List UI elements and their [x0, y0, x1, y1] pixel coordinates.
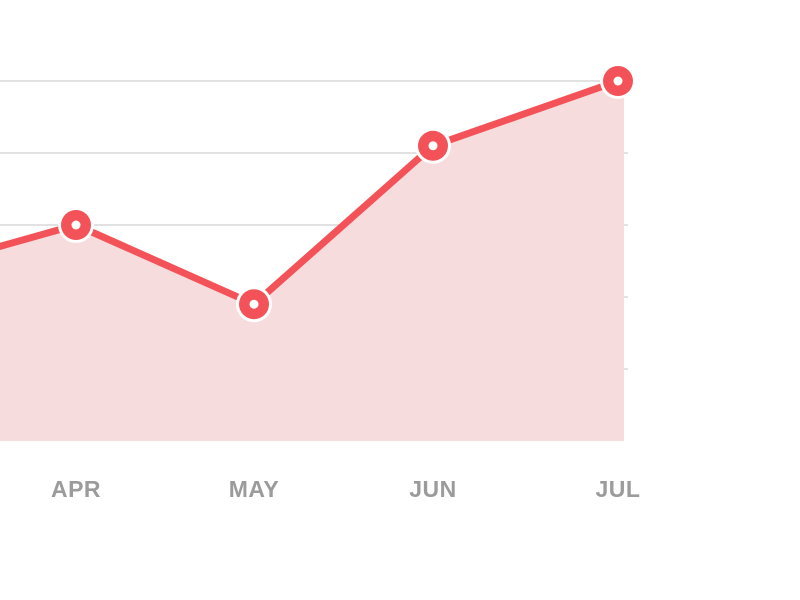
x-tick-label: JUN	[409, 476, 457, 502]
marker-layer	[58, 63, 636, 323]
x-tick-label: MAY	[229, 476, 280, 502]
x-tick-label: JUL	[596, 476, 641, 502]
marker-center-dot	[613, 76, 623, 86]
x-axis-labels: APR MAY JUN JUL	[51, 476, 641, 502]
area-layer	[0, 81, 624, 441]
data-point-marker[interactable]	[600, 63, 636, 99]
data-point-marker[interactable]	[415, 127, 451, 164]
series-area	[0, 81, 624, 441]
data-point-marker[interactable]	[236, 286, 272, 323]
marker-center-dot	[71, 220, 81, 230]
marker-center-dot	[249, 299, 259, 309]
data-point-marker[interactable]	[58, 207, 94, 243]
x-tick-label: APR	[51, 476, 101, 502]
marker-center-dot	[428, 141, 438, 151]
